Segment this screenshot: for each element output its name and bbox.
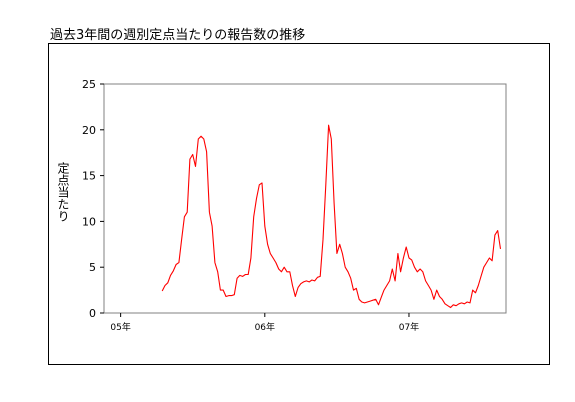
- y-axis-ticks: 0 5 10 15 20 25: [82, 78, 104, 320]
- y-tick-label: 25: [82, 78, 96, 91]
- y-tick-label: 10: [82, 215, 96, 228]
- y-axis-label: 定点当たり: [56, 162, 70, 222]
- series-group: [161, 124, 502, 309]
- y-tick-label: 15: [82, 170, 96, 183]
- chart-title: 過去3年間の週別定点当たりの報告数の推移: [50, 28, 306, 43]
- series-line: [161, 124, 502, 309]
- x-tick-label: 07年: [399, 321, 419, 333]
- y-tick-label: 0: [89, 307, 96, 320]
- x-tick-label: 05年: [110, 321, 130, 333]
- plot-area: [103, 83, 507, 314]
- x-tick-label: 06年: [255, 321, 275, 333]
- y-tick-label: 20: [82, 124, 96, 137]
- y-tick-label: 5: [89, 261, 96, 274]
- x-axis-ticks: 05年 06年 07年: [110, 313, 419, 333]
- chart-frame: [48, 43, 550, 365]
